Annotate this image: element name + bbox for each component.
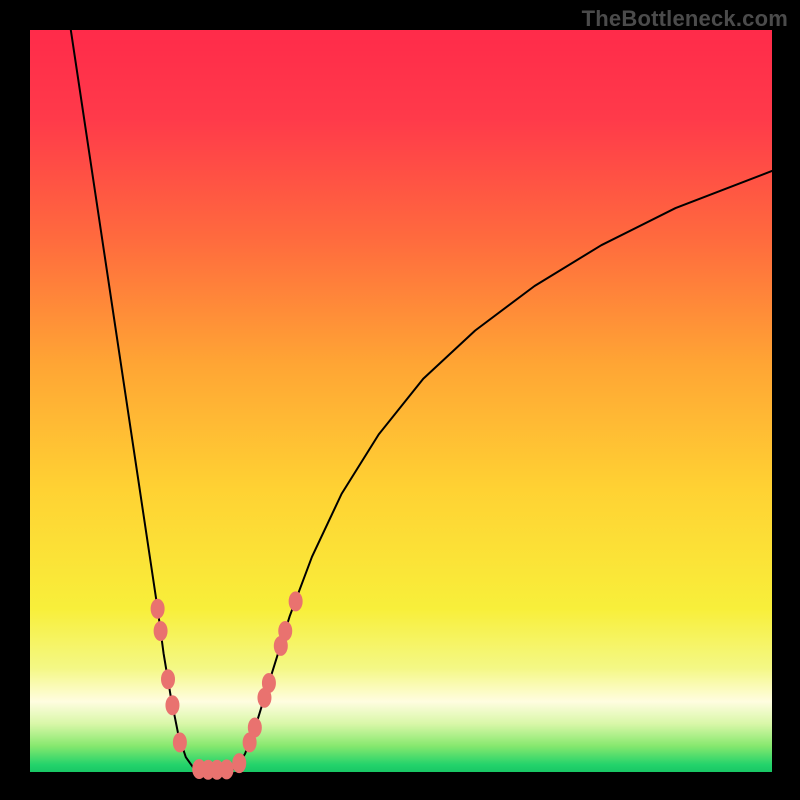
marker-point (248, 718, 261, 737)
marker-point (154, 622, 167, 641)
marker-point (166, 696, 179, 715)
marker-layer (151, 592, 302, 779)
marker-point (220, 760, 233, 779)
marker-point (151, 599, 164, 618)
marker-point (279, 622, 292, 641)
chart-svg (30, 30, 772, 772)
curve-left (71, 30, 201, 771)
plot-area (30, 30, 772, 772)
marker-point (262, 673, 275, 692)
watermark-text: TheBottleneck.com (582, 6, 788, 32)
marker-point (233, 754, 246, 773)
marker-point (173, 733, 186, 752)
marker-point (162, 670, 175, 689)
curve-right (230, 171, 772, 771)
marker-point (289, 592, 302, 611)
